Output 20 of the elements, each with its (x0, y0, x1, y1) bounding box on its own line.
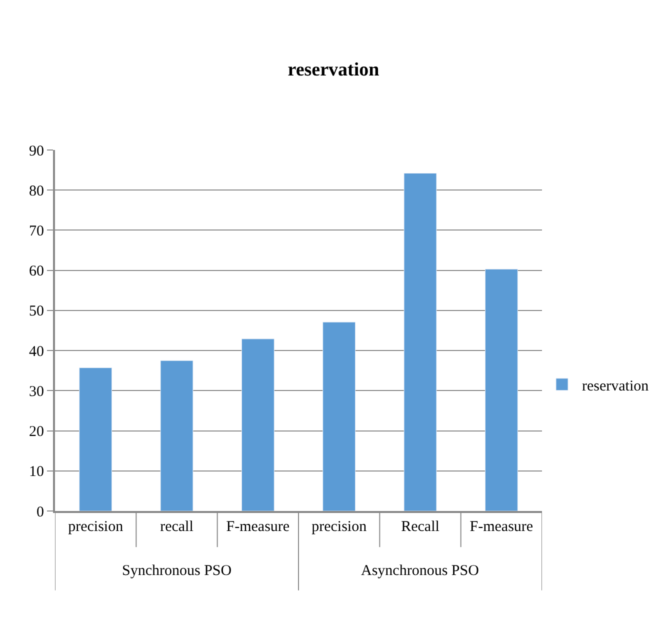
y-tick-label: 30 (29, 384, 44, 400)
y-tick-label: 50 (29, 304, 44, 320)
y-tick-label: 70 (29, 223, 44, 240)
x-tick-label: Recall (401, 519, 440, 535)
text: Asynchronous PSO (361, 563, 480, 579)
legend-label: reservation (582, 378, 650, 394)
x-tick-label: F-measure (470, 519, 534, 535)
x-tick-label: precision (312, 519, 368, 535)
y-tick-label: 0 (36, 504, 44, 520)
y-tick-label: 40 (29, 344, 44, 360)
x-tick-label: recall (160, 519, 194, 535)
x-tick-label: precision (68, 519, 124, 535)
x-tick-label: F-measure (226, 519, 290, 535)
y-tick-label: 90 (29, 143, 44, 160)
chart-title: reservation (288, 59, 380, 80)
y-tick-label: 10 (29, 464, 44, 480)
y-tick-label: 20 (29, 424, 44, 440)
y-tick-label: 80 (29, 183, 44, 200)
text: Synchronous PSO (122, 563, 232, 579)
y-tick-label: 60 (29, 264, 44, 280)
